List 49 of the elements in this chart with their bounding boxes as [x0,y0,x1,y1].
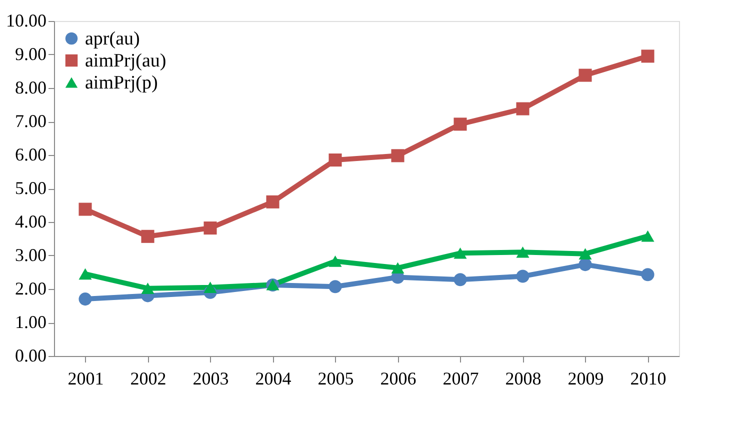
point [641,50,654,63]
point [578,68,592,82]
point [454,118,467,131]
x-tick-label: 2002 [130,368,166,388]
y-tick-label: 1.00 [15,312,46,332]
point [641,230,654,242]
y-tick-label: 8.00 [15,78,46,98]
point [578,258,592,272]
point [454,248,467,259]
point [78,268,92,280]
y-tick-label: 7.00 [15,111,46,131]
point [328,256,342,267]
x-tick-label: 2006 [380,368,416,388]
x-tick-label: 2001 [68,368,104,388]
point [328,154,342,167]
point [516,270,530,283]
y-tick-label: 3.00 [15,245,46,265]
point [516,102,530,116]
y-tick-label: 5.00 [15,178,46,198]
y-tick-label: 6.00 [15,144,46,164]
y-tick-label: 9.00 [15,44,46,64]
y-tick-label: 4.00 [15,212,46,232]
point [454,273,467,286]
point [641,268,654,282]
point [391,262,404,274]
point [578,248,592,260]
x-tick-label: 2004 [255,368,292,388]
point [78,292,92,306]
y-tick-label: 0.00 [15,346,46,366]
point [391,149,404,162]
point [516,246,530,258]
x-tick-label: 2007 [442,368,479,388]
point [204,282,217,293]
x-tick-label: 2010 [630,368,666,388]
point [78,202,92,216]
y-tick-label: 2.00 [15,278,46,298]
point [328,280,342,294]
x-tick-label: 2005 [318,368,354,388]
legend-label: aimPrj(p) [85,72,158,94]
point [141,230,154,243]
legend-label: apr(au) [85,28,140,50]
point [141,282,154,294]
x-tick-label: 2009 [568,368,604,388]
x-tick-label: 2003 [192,368,229,388]
legend-label: aimPrj(au) [85,50,166,72]
y-tick-label: 10.00 [6,10,46,30]
point [204,222,217,235]
point [266,195,280,208]
x-tick-label: 2008 [505,368,542,388]
